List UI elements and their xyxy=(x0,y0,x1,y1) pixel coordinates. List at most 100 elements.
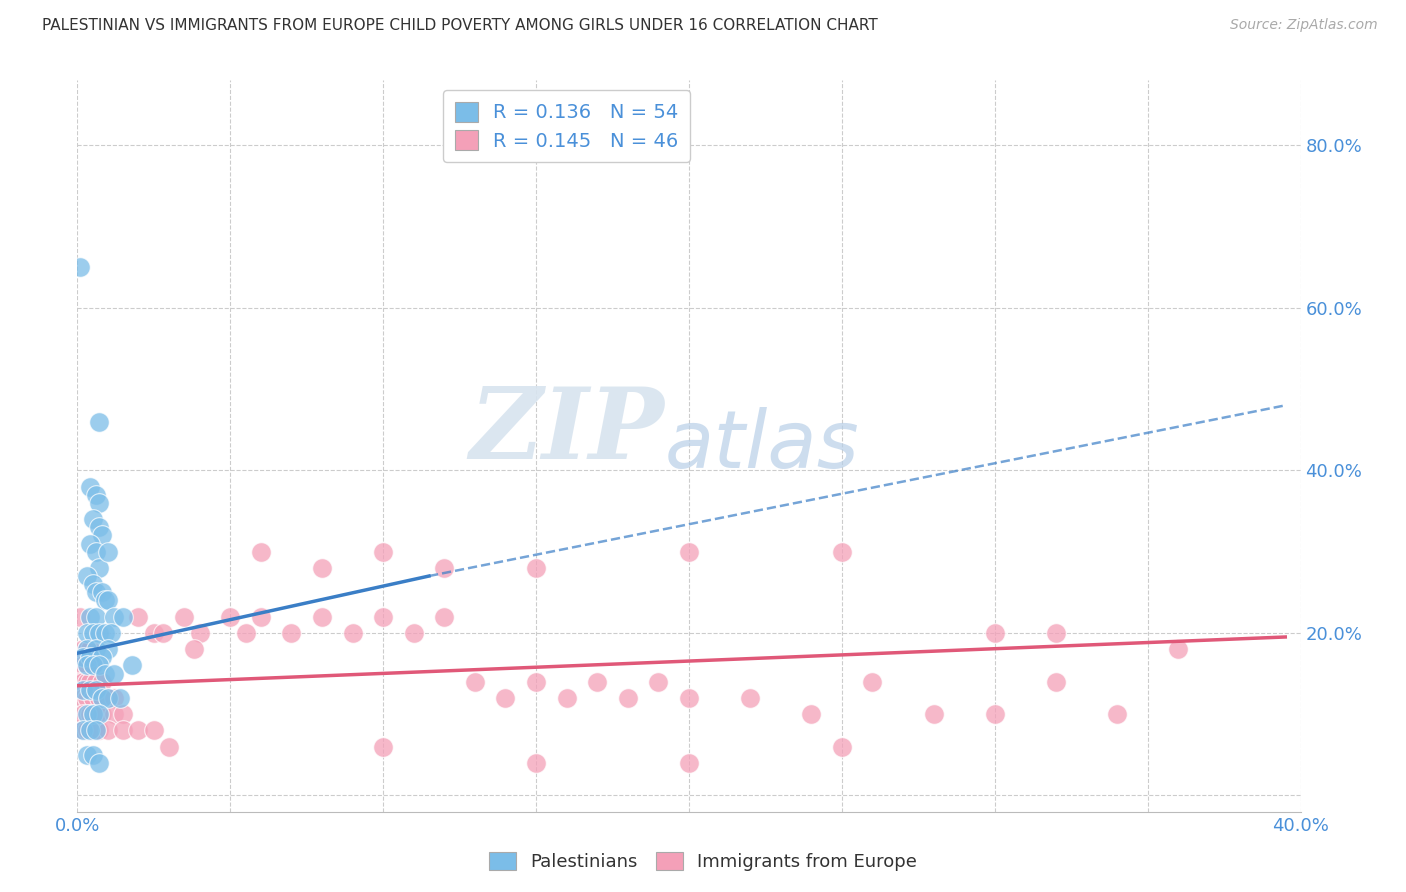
Point xyxy=(72,723,94,738)
Point xyxy=(84,723,107,738)
Point xyxy=(79,682,101,697)
Point xyxy=(72,723,94,738)
Legend: Palestinians, Immigrants from Europe: Palestinians, Immigrants from Europe xyxy=(482,845,924,879)
Point xyxy=(402,626,425,640)
Point xyxy=(84,674,107,689)
Point xyxy=(94,666,117,681)
Point xyxy=(678,756,700,770)
Point xyxy=(311,609,333,624)
Point xyxy=(90,707,112,722)
Point xyxy=(84,707,107,722)
Point xyxy=(250,609,273,624)
Point xyxy=(97,642,120,657)
Point xyxy=(108,690,131,705)
Point xyxy=(128,723,150,738)
Point xyxy=(183,642,205,657)
Point xyxy=(800,707,823,722)
Point xyxy=(219,609,242,624)
Point xyxy=(87,496,110,510)
Point xyxy=(984,707,1007,722)
Point xyxy=(84,585,107,599)
Point xyxy=(235,626,257,640)
Point xyxy=(97,544,120,558)
Point xyxy=(82,707,104,722)
Point xyxy=(94,593,117,607)
Point xyxy=(72,642,94,657)
Point xyxy=(87,415,110,429)
Point xyxy=(79,480,101,494)
Point xyxy=(984,626,1007,640)
Point xyxy=(82,626,104,640)
Point xyxy=(90,674,112,689)
Point xyxy=(72,674,94,689)
Point xyxy=(433,609,456,624)
Point xyxy=(495,690,517,705)
Point xyxy=(82,658,104,673)
Point xyxy=(128,609,150,624)
Point xyxy=(371,544,394,558)
Point xyxy=(87,658,110,673)
Point xyxy=(97,723,120,738)
Point xyxy=(84,544,107,558)
Point xyxy=(76,658,98,673)
Point xyxy=(678,544,700,558)
Point xyxy=(72,682,94,697)
Point xyxy=(647,674,669,689)
Point xyxy=(112,723,135,738)
Point xyxy=(69,260,91,275)
Point xyxy=(76,658,98,673)
Point xyxy=(76,642,98,657)
Point xyxy=(90,528,112,542)
Point xyxy=(112,707,135,722)
Text: ZIP: ZIP xyxy=(470,384,665,480)
Point xyxy=(76,707,98,722)
Point xyxy=(524,561,547,575)
Point xyxy=(87,561,110,575)
Point xyxy=(69,674,91,689)
Point xyxy=(72,707,94,722)
Point xyxy=(1107,707,1129,722)
Point xyxy=(586,674,609,689)
Point xyxy=(173,609,195,624)
Point xyxy=(97,690,120,705)
Point xyxy=(121,658,143,673)
Point xyxy=(76,674,98,689)
Point xyxy=(69,609,91,624)
Text: PALESTINIAN VS IMMIGRANTS FROM EUROPE CHILD POVERTY AMONG GIRLS UNDER 16 CORRELA: PALESTINIAN VS IMMIGRANTS FROM EUROPE CH… xyxy=(42,18,877,33)
Point xyxy=(94,626,117,640)
Point xyxy=(90,585,112,599)
Point xyxy=(464,674,486,689)
Point xyxy=(76,642,98,657)
Point xyxy=(79,650,101,665)
Point xyxy=(1167,642,1189,657)
Point xyxy=(524,756,547,770)
Point xyxy=(97,690,120,705)
Point xyxy=(90,650,112,665)
Point xyxy=(87,626,110,640)
Point xyxy=(90,690,112,705)
Point xyxy=(82,512,104,526)
Point xyxy=(311,561,333,575)
Point xyxy=(831,739,853,754)
Text: atlas: atlas xyxy=(665,407,859,485)
Text: Source: ZipAtlas.com: Source: ZipAtlas.com xyxy=(1230,18,1378,32)
Point xyxy=(555,690,578,705)
Point xyxy=(79,723,101,738)
Point xyxy=(79,536,101,550)
Point xyxy=(617,690,640,705)
Point xyxy=(100,626,122,640)
Point xyxy=(103,609,125,624)
Point xyxy=(76,723,98,738)
Point xyxy=(82,747,104,762)
Point xyxy=(188,626,211,640)
Point xyxy=(79,707,101,722)
Point xyxy=(103,666,125,681)
Point xyxy=(82,690,104,705)
Point xyxy=(82,723,104,738)
Point xyxy=(76,626,98,640)
Point xyxy=(72,658,94,673)
Point xyxy=(87,723,110,738)
Point xyxy=(342,626,364,640)
Point xyxy=(103,707,125,722)
Point xyxy=(79,609,101,624)
